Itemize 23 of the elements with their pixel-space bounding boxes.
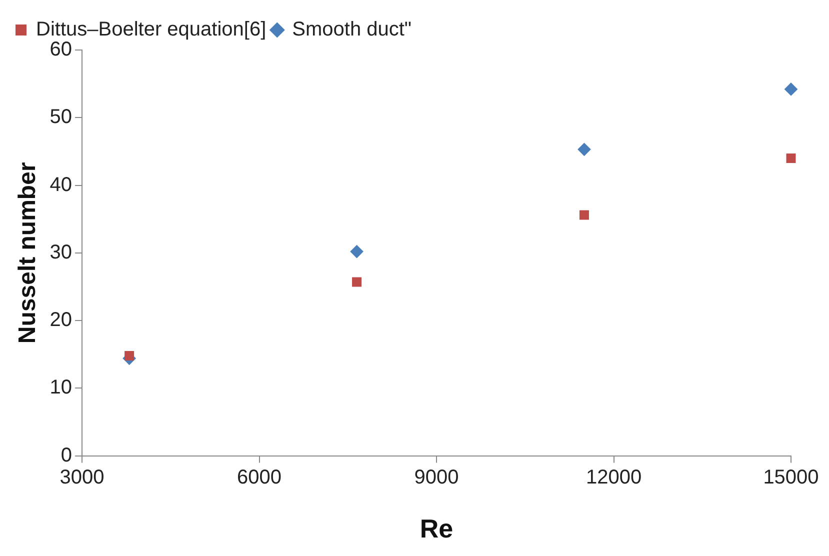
y-tick-label: 40 — [50, 174, 72, 196]
y-tick-label: 20 — [50, 309, 72, 332]
point — [579, 210, 589, 220]
legend-label: Dittus–Boelter equation[6] — [36, 18, 266, 41]
legend-label: Smooth duct" — [292, 18, 412, 41]
point — [786, 153, 796, 163]
point — [350, 245, 364, 258]
y-tick-label: 0 — [60, 444, 72, 466]
x-axis-title: Re — [420, 514, 454, 544]
y-tick-label: 30 — [50, 241, 72, 264]
y-tick-label: 10 — [50, 376, 72, 399]
y-tick-label: 50 — [50, 106, 72, 128]
x-tick-label: 15000 — [763, 466, 819, 488]
y-axis-title: Nusselt number — [14, 162, 42, 344]
y-tick-label: 60 — [50, 38, 72, 61]
point — [124, 350, 134, 360]
point — [578, 142, 591, 156]
point — [352, 277, 362, 287]
x-tick-label: 6000 — [237, 466, 282, 488]
x-tick-label: 3000 — [60, 466, 104, 488]
x-tick-label: 12000 — [586, 466, 642, 488]
x-tick-label: 9000 — [414, 466, 459, 488]
point — [784, 82, 798, 96]
